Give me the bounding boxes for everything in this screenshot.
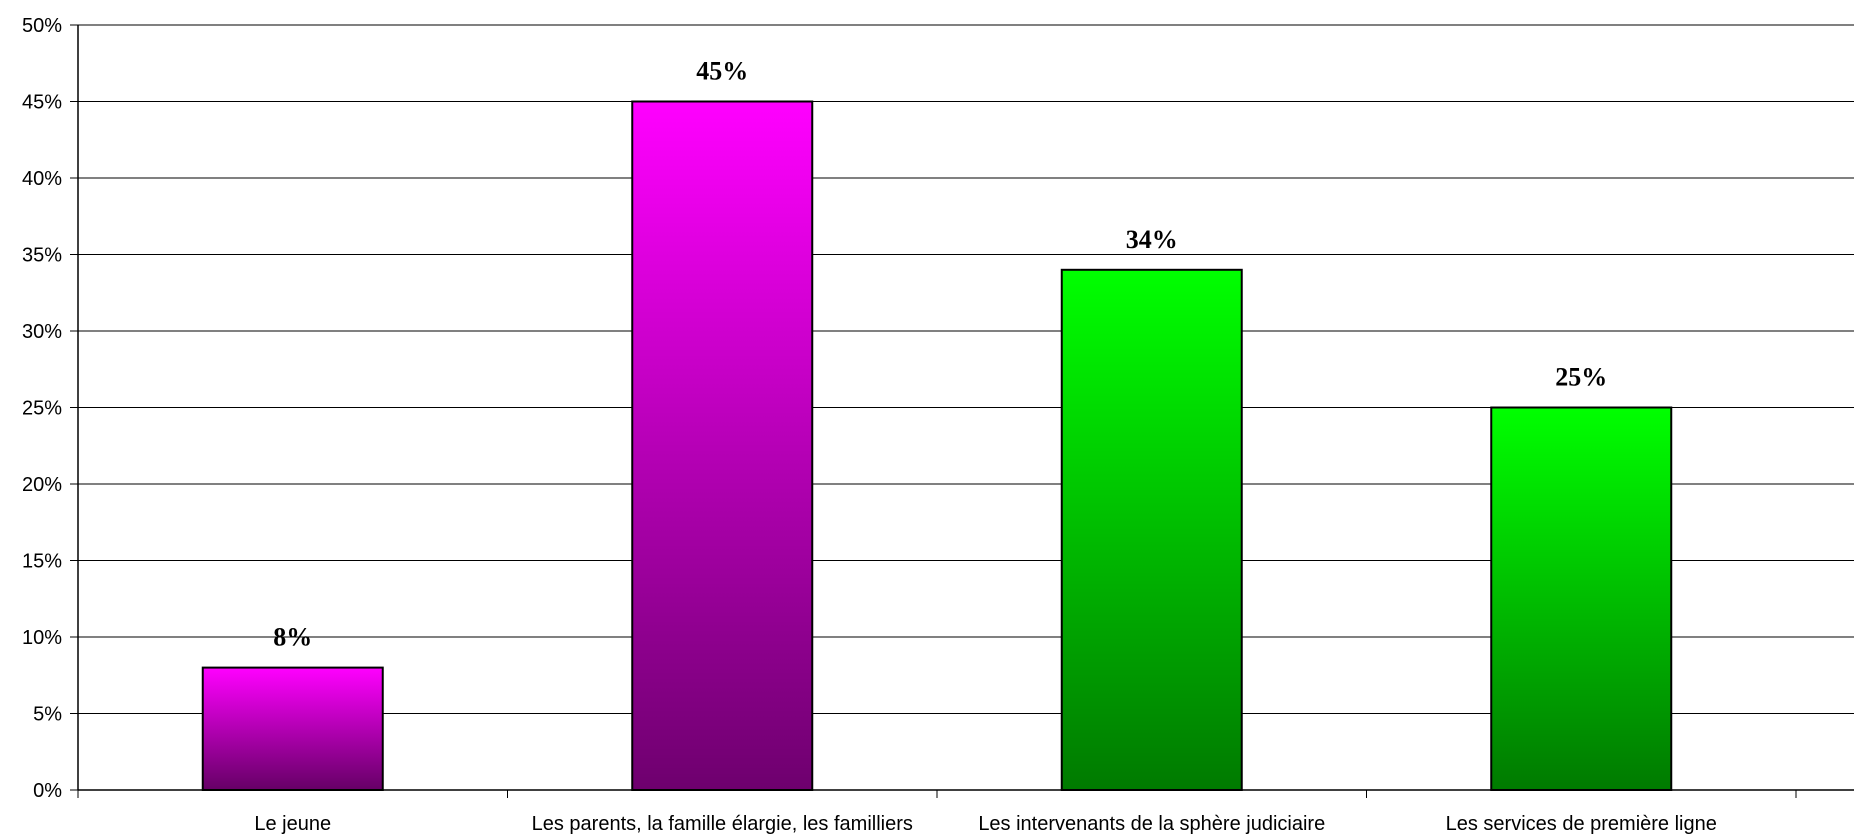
bar-1 (201, 666, 384, 791)
y-tick-label: 50% (22, 15, 62, 37)
bars (201, 100, 1673, 791)
y-tick-label: 30% (22, 321, 62, 343)
category-label-2: Les parents, la famille élargie, les fam… (532, 813, 913, 835)
bar-value-label-1: 8% (273, 623, 312, 652)
y-tick-label: 20% (22, 474, 62, 496)
y-tick-label: 0% (33, 780, 62, 802)
bar-4 (1490, 406, 1673, 791)
y-axis-tick-labels: 0% 5% 10% 15% 20% 25% 30% 35% 40% 45% 50% (22, 15, 62, 802)
gridlines (78, 24, 1854, 714)
y-tick-label: 15% (22, 551, 62, 573)
bar-value-label-3: 34% (1126, 225, 1178, 254)
category-label-1: Le jeune (254, 813, 331, 835)
y-tick-label: 45% (22, 92, 62, 114)
data-labels: 8% 45% 34% 25% (273, 57, 1607, 652)
bar-2 (631, 100, 814, 791)
category-label-3: Les intervenants de la sphère judiciaire (978, 813, 1325, 835)
y-tick-label: 35% (22, 245, 62, 267)
y-tick-label: 40% (22, 168, 62, 190)
bar-value-label-2: 45% (696, 57, 748, 86)
bar-value-label-4: 25% (1555, 363, 1607, 392)
y-tick-label: 10% (22, 627, 62, 649)
axes (70, 24, 1854, 798)
y-tick-label: 5% (33, 704, 62, 726)
y-tick-label: 25% (22, 398, 62, 420)
bar-3 (1060, 268, 1243, 791)
category-label-4: Les services de première ligne (1446, 813, 1717, 835)
x-axis-category-labels: Le jeune Les parents, la famille élargie,… (254, 813, 1717, 835)
